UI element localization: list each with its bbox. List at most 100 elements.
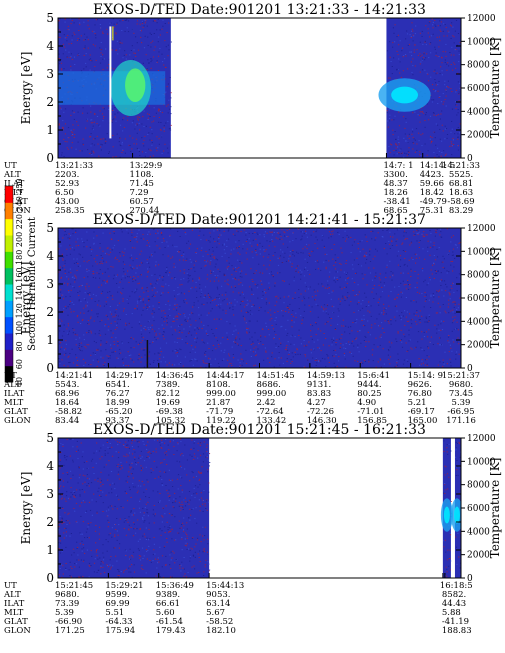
noise-pixel — [87, 537, 88, 538]
noise-pixel — [117, 53, 118, 54]
noise-pixel — [181, 562, 182, 563]
noise-pixel — [193, 555, 194, 556]
noise-pixel — [233, 357, 234, 358]
panel-2: EXOS-D/TED Date:901201 14:21:41 - 15:21:… — [3, 212, 502, 426]
noise-pixel — [300, 252, 301, 253]
noise-pixel — [246, 305, 247, 306]
noise-pixel — [263, 249, 264, 250]
noise-pixel — [244, 297, 245, 298]
noise-pixel — [210, 262, 211, 263]
noise-pixel — [450, 348, 451, 349]
noise-pixel — [155, 283, 156, 284]
noise-pixel — [422, 44, 423, 45]
noise-pixel — [185, 234, 186, 235]
noise-pixel — [260, 254, 261, 255]
noise-pixel — [439, 344, 440, 345]
noise-pixel — [418, 232, 419, 233]
noise-pixel — [76, 503, 77, 504]
noise-pixel — [207, 552, 208, 553]
noise-pixel — [145, 496, 146, 497]
noise-pixel — [59, 61, 60, 62]
noise-pixel — [164, 321, 165, 322]
noise-pixel — [127, 476, 128, 477]
noise-pixel — [392, 47, 393, 48]
y-tick-label: 1 — [46, 123, 54, 137]
noise-pixel — [203, 360, 204, 361]
noise-pixel — [146, 551, 147, 552]
noise-pixel — [252, 279, 253, 280]
noise-pixel — [172, 551, 173, 552]
noise-pixel — [98, 313, 99, 314]
noise-pixel — [174, 290, 175, 291]
noise-pixel — [139, 354, 140, 355]
noise-pixel — [398, 228, 399, 229]
noise-pixel — [191, 449, 192, 450]
noise-pixel — [70, 70, 71, 71]
noise-pixel — [326, 260, 327, 261]
noise-pixel — [335, 260, 336, 261]
noise-pixel — [197, 248, 198, 249]
noise-pixel — [424, 350, 425, 351]
noise-pixel — [436, 271, 437, 272]
noise-pixel — [204, 353, 205, 354]
noise-pixel — [126, 493, 127, 494]
noise-pixel — [400, 318, 401, 319]
noise-pixel — [396, 150, 397, 151]
noise-pixel — [315, 299, 316, 300]
noise-pixel — [180, 454, 181, 455]
noise-pixel — [62, 473, 63, 474]
noise-pixel — [361, 320, 362, 321]
noise-pixel — [83, 246, 84, 247]
noise-pixel — [152, 313, 153, 314]
noise-pixel — [112, 249, 113, 250]
noise-pixel — [393, 119, 394, 120]
noise-pixel — [286, 236, 287, 237]
noise-pixel — [199, 480, 200, 481]
noise-pixel — [239, 246, 240, 247]
noise-pixel — [140, 539, 141, 540]
noise-pixel — [378, 305, 379, 306]
noise-pixel — [184, 314, 185, 315]
noise-pixel — [72, 277, 73, 278]
noise-pixel — [327, 321, 328, 322]
noise-pixel — [125, 323, 126, 324]
noise-pixel — [224, 352, 225, 353]
noise-pixel — [445, 24, 446, 25]
noise-pixel — [421, 364, 422, 365]
noise-pixel — [352, 245, 353, 246]
noise-pixel — [107, 515, 108, 516]
noise-pixel — [129, 323, 130, 324]
noise-pixel — [183, 329, 184, 330]
noise-pixel — [108, 526, 109, 527]
noise-pixel — [417, 229, 418, 230]
noise-pixel — [295, 354, 296, 355]
noise-pixel — [204, 503, 205, 504]
noise-pixel — [223, 359, 224, 360]
noise-pixel — [310, 311, 311, 312]
noise-pixel — [66, 459, 67, 460]
noise-pixel — [451, 237, 452, 238]
noise-pixel — [114, 536, 115, 537]
noise-pixel — [315, 295, 316, 296]
noise-pixel — [234, 286, 235, 287]
noise-pixel — [78, 125, 79, 126]
noise-pixel — [385, 320, 386, 321]
noise-pixel — [130, 572, 131, 573]
noise-pixel — [156, 339, 157, 340]
noise-pixel — [78, 245, 79, 246]
noise-pixel — [450, 561, 451, 562]
noise-pixel — [160, 348, 161, 349]
noise-pixel — [190, 319, 191, 320]
noise-pixel — [431, 35, 432, 36]
noise-pixel — [195, 456, 196, 457]
panel-title: EXOS-D/TED Date:901201 13:21:33 - 14:21:… — [93, 2, 426, 18]
noise-pixel — [60, 267, 61, 268]
noise-pixel — [90, 317, 91, 318]
noise-pixel — [398, 59, 399, 60]
noise-pixel — [457, 338, 458, 339]
noise-pixel — [395, 143, 396, 144]
noise-pixel — [124, 249, 125, 250]
noise-pixel — [75, 231, 76, 232]
noise-pixel — [408, 289, 409, 290]
noise-pixel — [147, 502, 148, 503]
